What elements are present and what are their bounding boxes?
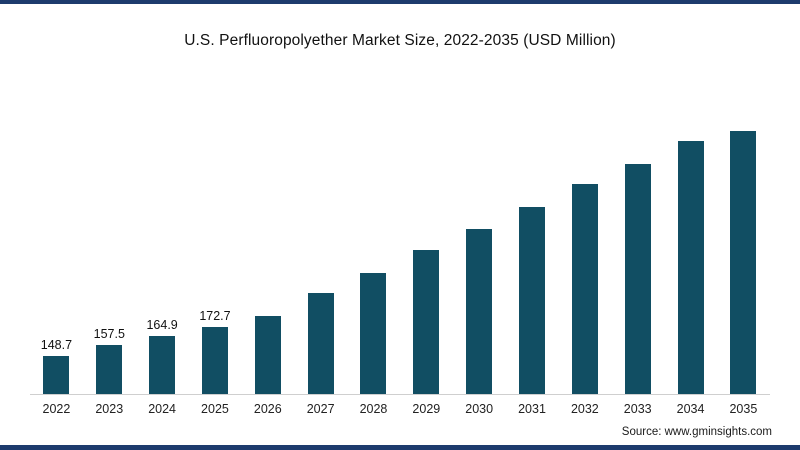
bar [201,327,228,394]
bar [149,336,176,394]
bar [307,293,334,394]
bar [254,316,281,394]
bar [677,141,704,394]
bar-column [347,114,399,394]
bar [519,207,546,394]
plot-area: 148.7 157.5 164.9 172.7 [30,114,770,395]
x-axis-tick-label: 2032 [570,402,599,416]
bar [730,131,757,394]
x-axis-tick-label: 2031 [518,402,546,416]
x-axis-tick-label: 2029 [412,402,441,416]
bar-value-label: 157.5 [93,327,125,341]
bar [413,250,440,394]
x-axis-tick-label: 2024 [148,402,177,416]
bar-column [506,114,558,394]
bar-column [242,114,294,394]
x-axis-tick-label: 2026 [253,402,282,416]
bar [43,356,70,394]
x-axis-tick-label: 2027 [306,402,335,416]
x-axis-tick-label: 2028 [359,402,388,416]
chart-title: U.S. Perfluoropolyether Market Size, 202… [184,32,616,49]
bar-value-label: 148.7 [40,338,73,352]
bar [360,273,387,394]
bar-column: 157.5 [83,114,135,394]
x-axis-tick-label: 2030 [465,402,494,416]
bar-column [665,114,717,394]
bar [466,229,493,394]
source-note: Source: www.gminsights.com [621,426,772,438]
bar-column [612,114,664,394]
bar [624,164,651,394]
x-axis-tick-label: 2035 [729,402,758,416]
bar-column [559,114,611,394]
bar [571,184,598,394]
bar-column [717,114,769,394]
x-axis-tick-label: 2033 [623,402,652,416]
bar-column [295,114,347,394]
bar-column: 172.7 [189,114,241,394]
x-axis-tick-label: 2025 [201,402,229,416]
bar-column: 148.7 [30,114,82,394]
x-axis-tick-label: 2023 [95,402,124,416]
bar-column [400,114,452,394]
x-axis-tick-label: 2034 [676,402,705,416]
bar-column: 164.9 [136,114,188,394]
bar-column [453,114,505,394]
x-axis-tick-label: 2022 [42,402,71,416]
bar [96,345,123,394]
bar-value-label: 172.7 [199,309,231,323]
bar-value-label: 164.9 [146,318,178,332]
x-axis-labels: 2022 2023 2024 2025 2026 2027 2028 2029 2030 2031… [30,399,770,419]
